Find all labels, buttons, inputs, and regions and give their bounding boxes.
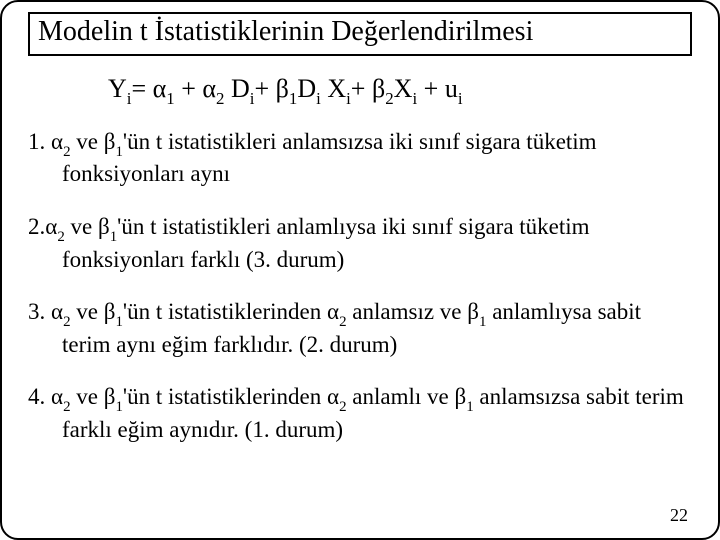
item-4-b1a: β [104, 384, 116, 409]
eq-D1i: i [250, 89, 255, 108]
item-4-ve: ve [71, 384, 104, 409]
item-3-mid2: anlamsız ve [347, 299, 468, 324]
eq-ui: i [458, 89, 463, 108]
item-2-num: 2. [28, 214, 45, 239]
eq-a2s: 2 [216, 89, 224, 108]
item-2-b1: β [98, 214, 110, 239]
item-1-b1s: 1 [115, 144, 122, 160]
item-4-num: 4. [28, 384, 51, 409]
item-3-num: 3. [28, 299, 51, 324]
equation: Yi= α1 + α2 Di+ β1Di Xi+ β2Xi + ui [108, 74, 692, 108]
eq-D1: D [231, 74, 250, 103]
eq-X2: X [394, 74, 413, 103]
item-2-rest: 'ün t istatistikleri anlamlıysa iki sını… [62, 214, 590, 271]
eq-X1: X [327, 74, 346, 103]
item-4-a2bs: 2 [339, 399, 346, 415]
item-1: 1. α2 ve β1'ün t istatistikleri anlamsız… [28, 128, 692, 189]
item-3-a2a: α [51, 299, 63, 324]
item-3: 3. α2 ve β1'ün t istatistiklerinden α2 a… [28, 298, 692, 359]
item-4-a2a: α [51, 384, 63, 409]
item-4-b1bs: 1 [466, 399, 473, 415]
item-3-b1as: 1 [115, 314, 122, 330]
item-2-a2: α [45, 214, 57, 239]
eq-D2i: i [316, 89, 321, 108]
eq-b1s: 1 [289, 89, 297, 108]
item-3-a2as: 2 [63, 314, 70, 330]
eq-plus1: + [175, 74, 203, 103]
item-4: 4. α2 ve β1'ün t istatistiklerinden α2 a… [28, 383, 692, 444]
eq-plus2: + [254, 74, 275, 103]
item-4-mid2: anlamlı ve [347, 384, 455, 409]
item-3-a2b: α [327, 299, 339, 324]
eq-D2: D [297, 74, 316, 103]
eq-Yi: i [127, 89, 132, 108]
eq-plus4: + [417, 74, 445, 103]
item-1-b1: β [104, 129, 116, 154]
item-3-b1a: β [104, 299, 116, 324]
page-title: Modelin t İstatistiklerinin Değerlendiri… [38, 16, 533, 47]
item-4-a2as: 2 [63, 399, 70, 415]
item-2: 2.α2 ve β1'ün t istatistikleri anlamlıys… [28, 213, 692, 274]
item-2-b1s: 1 [110, 229, 117, 245]
eq-b1: β [276, 74, 289, 103]
eq-a1s: 1 [166, 89, 174, 108]
item-4-b1b: β [454, 384, 466, 409]
item-4-mid: 'ün t istatistiklerinden [123, 384, 327, 409]
item-2-a2s: 2 [57, 229, 64, 245]
item-3-ve: ve [71, 299, 104, 324]
eq-u: u [445, 74, 458, 103]
item-3-mid: 'ün t istatistiklerinden [123, 299, 327, 324]
item-3-b1b: β [467, 299, 479, 324]
item-1-num: 1. [28, 129, 51, 154]
item-1-a2s: 2 [63, 144, 70, 160]
eq-X2i: i [412, 89, 417, 108]
eq-b2s: 2 [385, 89, 393, 108]
item-4-a2b: α [327, 384, 339, 409]
eq-eq: = [131, 74, 152, 103]
item-4-b1as: 1 [115, 399, 122, 415]
title-box: Modelin t İstatistiklerinin Değerlendiri… [28, 12, 692, 56]
eq-b2: β [372, 74, 385, 103]
eq-plus3: + [351, 74, 372, 103]
item-2-ve: ve [65, 214, 98, 239]
item-3-b1bs: 1 [479, 314, 486, 330]
item-1-ve: ve [71, 129, 104, 154]
item-1-a2: α [51, 129, 63, 154]
item-3-a2bs: 2 [339, 314, 346, 330]
eq-Y: Y [108, 74, 127, 103]
slide: Modelin t İstatistiklerinin Değerlendiri… [0, 0, 720, 540]
eq-a1: α [153, 74, 167, 103]
page-number: 22 [670, 505, 688, 526]
eq-a2: α [202, 74, 216, 103]
item-1-rest: 'ün t istatistikleri anlamsızsa iki sını… [62, 129, 597, 186]
eq-X1i: i [346, 89, 351, 108]
